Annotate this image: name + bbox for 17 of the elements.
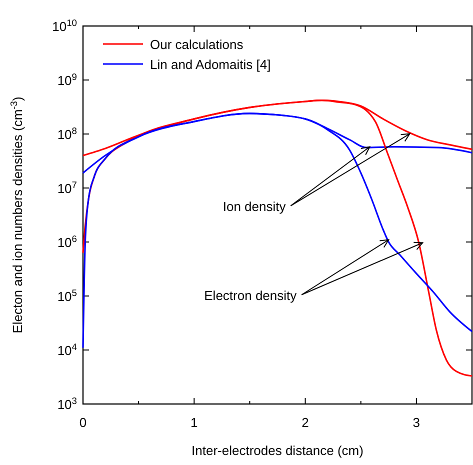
legend-label: Lin and Adomaitis [4] xyxy=(150,57,271,72)
y-tick-label: 10$^{3}$ xyxy=(57,396,77,412)
y-tick-label: 10$^{10}$ xyxy=(52,18,77,34)
y-tick-label: 10$^{8}$ xyxy=(57,126,77,142)
x-tick-label: 3 xyxy=(412,415,420,430)
legend-label: Our calculations xyxy=(150,37,244,52)
annotation: Ion density xyxy=(222,198,286,214)
x-tick-label: 0 xyxy=(79,415,87,430)
y-tick-label: 10$^{4}$ xyxy=(57,342,77,358)
y-tick-label: 10$^{9}$ xyxy=(57,72,77,88)
y-tick-label: 10$^{5}$ xyxy=(57,288,77,304)
x-tick-label: 2 xyxy=(302,415,309,430)
x-tick-label: 1 xyxy=(190,415,198,430)
x-axis-title: Inter-electrodes distance (cm) xyxy=(192,443,364,458)
y-tick-label: 10$^{6}$ xyxy=(57,234,77,250)
y-tick-label: 10$^{7}$ xyxy=(57,180,77,196)
annotation: Electron density xyxy=(204,288,298,303)
